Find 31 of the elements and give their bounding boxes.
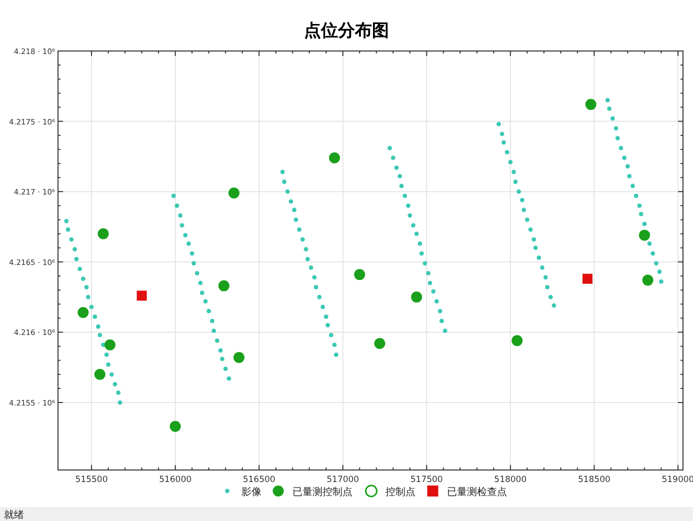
text: 就绪 — [4, 509, 24, 521]
chart-title: 点位分布图 — [304, 21, 389, 41]
point — [354, 269, 366, 280]
point — [104, 339, 116, 350]
x-tick-label: 515500 — [75, 475, 108, 485]
point — [233, 352, 244, 364]
point — [328, 152, 340, 164]
point — [512, 335, 523, 346]
point — [218, 280, 230, 292]
point — [638, 230, 650, 241]
point — [94, 368, 106, 380]
legend-label: 已量测控制点 — [292, 486, 352, 498]
point — [136, 290, 147, 301]
legend-label: 影像 — [241, 486, 262, 498]
x-tick-label: 516000 — [159, 475, 192, 485]
point — [228, 188, 240, 199]
point — [642, 274, 654, 286]
x-tick-label: 517000 — [326, 475, 360, 485]
x-tick-label: 517500 — [410, 475, 443, 485]
point — [78, 307, 89, 318]
x-tick-label: 518500 — [578, 475, 610, 485]
point — [411, 292, 422, 303]
point — [582, 274, 592, 284]
point — [170, 420, 181, 432]
x-tick-label: 516500 — [242, 475, 276, 485]
point — [98, 228, 109, 240]
legend-label: 已量测检查点 — [446, 486, 507, 498]
point — [374, 338, 386, 349]
point — [585, 98, 596, 110]
legend-label: 控制点 — [385, 486, 416, 498]
x-tick-label: 518000 — [494, 475, 527, 485]
